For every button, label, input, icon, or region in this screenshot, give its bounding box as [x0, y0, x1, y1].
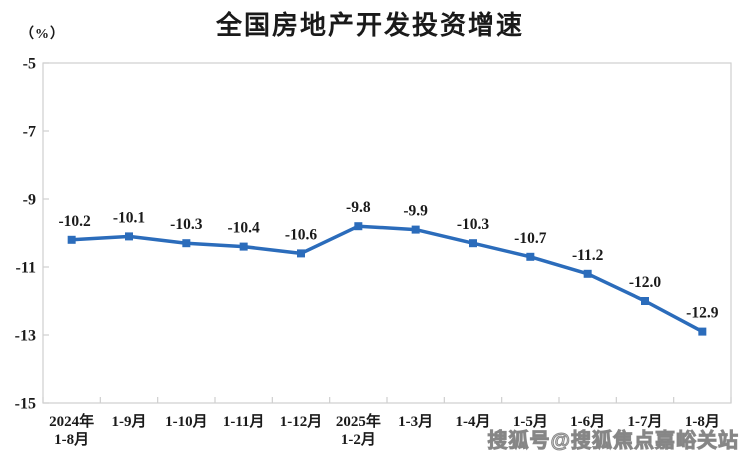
x-axis-category-label: 1-5月	[513, 413, 548, 430]
data-point-marker	[182, 239, 191, 248]
data-point-marker	[67, 235, 76, 244]
data-point-marker	[297, 249, 305, 258]
data-point-marker	[583, 269, 592, 278]
data-point-marker	[526, 252, 535, 261]
data-point-label: -9.8	[346, 199, 371, 216]
data-point-marker	[125, 232, 133, 241]
data-line	[69, 224, 705, 334]
data-point-marker	[411, 225, 420, 234]
data-point-marker	[641, 297, 649, 305]
x-axis-category-label: 1-11月	[223, 413, 265, 430]
data-point-label: -12.9	[686, 305, 719, 322]
x-axis-category-label: 1-10月	[165, 413, 208, 430]
x-axis-category-label: 2024年 1-8月	[49, 412, 94, 448]
y-axis-tick-label: -15	[15, 396, 36, 413]
data-point-label: -10.7	[514, 230, 547, 247]
x-axis-category-label: 1-7月	[628, 413, 663, 430]
data-point-label: -10.3	[170, 216, 203, 233]
y-axis-tick-label: -13	[15, 328, 36, 345]
x-axis-category-label: 1-9月	[112, 413, 147, 430]
data-point-label: -10.3	[457, 216, 490, 233]
data-point-label: -11.2	[572, 247, 604, 264]
data-point-marker	[239, 242, 248, 251]
plot-area-border	[42, 62, 732, 404]
data-point-marker	[469, 239, 477, 248]
data-point-label: -9.9	[403, 203, 428, 220]
data-point-label: -12.0	[629, 274, 662, 291]
data-point-label: -10.2	[59, 213, 92, 230]
y-axis-tick-label: -11	[16, 260, 36, 277]
y-axis-tick-label: -9	[23, 192, 36, 209]
data-point-label: -10.6	[285, 226, 318, 243]
data-point-marker	[698, 327, 707, 336]
data-point-label: -10.1	[113, 209, 145, 226]
watermark: 搜狐号@搜狐焦点嘉峪关站	[487, 430, 739, 453]
x-axis-category-label: 1-6月	[570, 413, 605, 430]
x-axis-category-label: 1-3月	[398, 413, 433, 430]
x-axis-category-label: 1-4月	[456, 413, 491, 430]
x-axis-category-label: 2025年 1-2月	[336, 412, 381, 448]
y-axis-tick-label: -7	[23, 124, 36, 141]
x-axis-category-label: 1-8月	[685, 413, 720, 430]
data-point-label: -10.4	[228, 220, 261, 237]
chart-title: 全国房地产开发投资增速	[215, 10, 524, 40]
y-axis-tick-label: -5	[23, 56, 36, 73]
x-axis-category-label: 1-12月	[280, 413, 323, 430]
y-axis-unit-label: （%）	[20, 27, 65, 42]
data-point-marker	[354, 222, 363, 231]
